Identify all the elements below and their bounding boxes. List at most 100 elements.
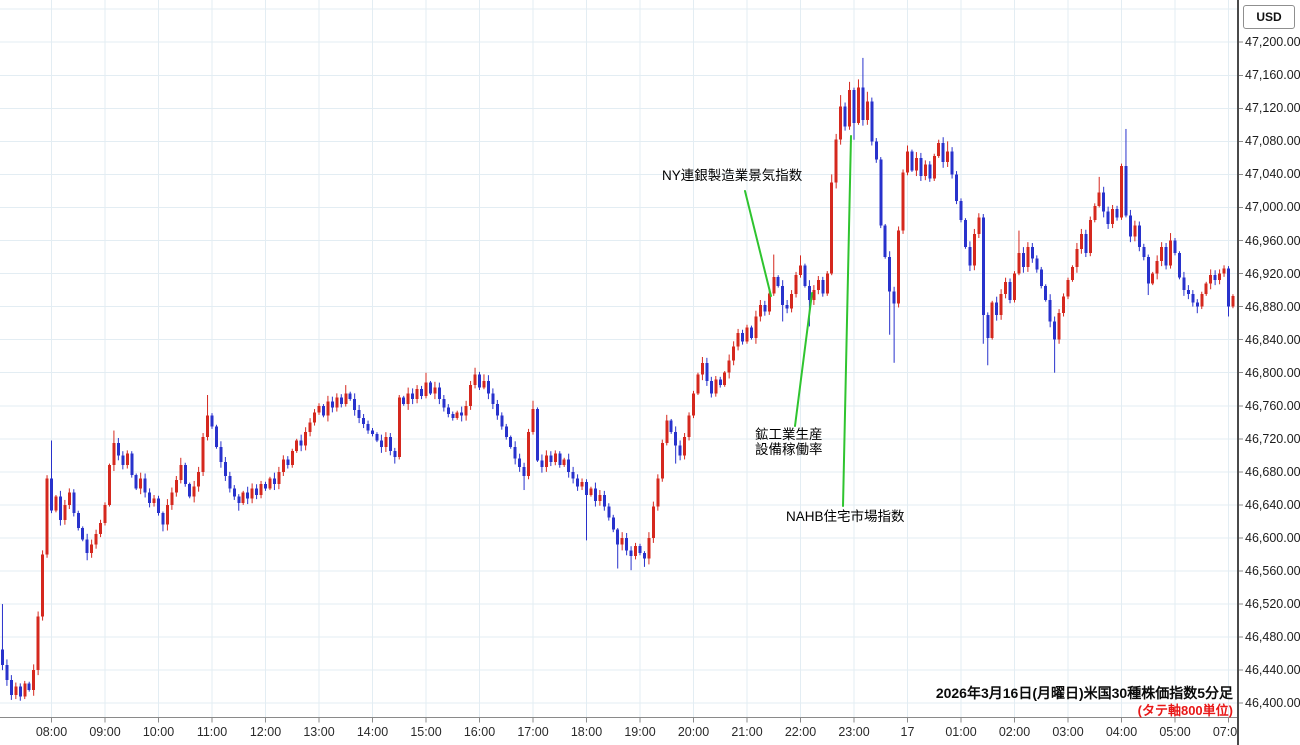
- candle-body: [1079, 233, 1083, 249]
- x-axis-label: 16:00: [463, 725, 496, 739]
- candle-body: [286, 459, 290, 466]
- candle-body: [888, 257, 892, 292]
- candle-body: [179, 465, 183, 481]
- candle-body: [192, 486, 196, 497]
- y-axis-label: 46,560.00: [1245, 564, 1300, 578]
- candle-body: [892, 291, 896, 304]
- candle-body: [460, 412, 464, 416]
- candle-body: [540, 460, 544, 467]
- candle-body: [906, 151, 909, 173]
- candle-body: [157, 498, 160, 514]
- candle-body: [1146, 257, 1150, 284]
- candle-body: [995, 302, 999, 315]
- candle-body: [580, 481, 584, 487]
- candle-body: [598, 494, 602, 501]
- candle-body: [1186, 290, 1190, 295]
- candle-body: [1097, 192, 1101, 206]
- candle-body: [134, 475, 138, 489]
- candle-body: [1169, 240, 1173, 266]
- candle-body: [357, 409, 361, 419]
- candle-body: [415, 389, 419, 400]
- candle-body: [553, 453, 557, 462]
- candle-body: [1057, 313, 1061, 340]
- candle-body: [1021, 252, 1025, 267]
- candle-body: [1128, 215, 1132, 237]
- candle-body: [642, 552, 646, 559]
- candle-body: [879, 159, 883, 226]
- candle-body: [509, 437, 513, 448]
- candle-body: [81, 528, 85, 540]
- candle-body: [527, 432, 531, 476]
- candle-body: [402, 397, 406, 405]
- y-axis-label: 47,040.00: [1245, 167, 1300, 182]
- candle-body: [130, 453, 134, 476]
- candle-body: [246, 492, 250, 499]
- candle-body: [1177, 252, 1181, 278]
- x-axis-label: 13:00: [303, 725, 335, 739]
- candle-body: [1030, 247, 1034, 259]
- candle-body: [1124, 166, 1128, 216]
- candle-body: [589, 488, 593, 495]
- candle-body: [607, 506, 611, 518]
- candle-body: [932, 156, 936, 179]
- candle-body: [228, 475, 232, 489]
- candle-body: [709, 380, 713, 394]
- candle-body: [1209, 275, 1213, 284]
- x-axis-label: 20:00: [677, 725, 710, 739]
- candle-body: [767, 293, 771, 312]
- candle-body: [683, 437, 687, 456]
- candle-body: [834, 139, 838, 183]
- x-axis-label: 08:00: [35, 725, 68, 739]
- y-axis-label: 46,960.00: [1245, 233, 1300, 248]
- y-axis-label: 46,680.00: [1245, 464, 1300, 479]
- candle-body: [259, 484, 263, 495]
- candle-body: [290, 451, 294, 466]
- candle-body: [656, 478, 660, 507]
- candle-body: [799, 265, 802, 276]
- candle-body: [923, 164, 927, 177]
- candle-body: [223, 461, 227, 476]
- currency-badge[interactable]: USD: [1243, 5, 1295, 29]
- candle-body: [344, 393, 348, 405]
- candle-body: [790, 294, 794, 309]
- candle-body: [816, 280, 820, 291]
- candle-body: [1053, 321, 1057, 340]
- candle-body: [1111, 209, 1115, 224]
- candle-body: [103, 504, 107, 524]
- candle-body: [116, 442, 120, 456]
- candle-body: [1204, 283, 1208, 295]
- candle-body: [397, 397, 401, 457]
- candle-body: [946, 151, 950, 163]
- candle-body: [674, 432, 678, 446]
- candle-body: [647, 537, 651, 559]
- candle-body: [277, 471, 281, 485]
- candle-body: [393, 451, 397, 457]
- candle-body: [371, 430, 374, 434]
- candle-body: [491, 393, 495, 405]
- candle-body: [326, 401, 330, 416]
- candle-body: [593, 488, 597, 501]
- candle-body: [1035, 258, 1039, 270]
- candle-body: [700, 362, 704, 375]
- candle-body: [629, 550, 633, 557]
- candle-body: [558, 453, 562, 466]
- candle-body: [692, 393, 695, 416]
- candle-body: [1195, 302, 1199, 307]
- candle-body: [727, 360, 731, 373]
- candle-body: [264, 484, 267, 489]
- candle-body: [718, 379, 722, 386]
- price-axis: 47,200.00 47,160.00 47,120.00 47,080.00 47,0…: [1240, 0, 1300, 745]
- candle-body: [723, 372, 727, 386]
- x-axis-label: 22:00: [784, 725, 817, 739]
- candle-body: [651, 506, 655, 538]
- candle-body: [634, 546, 638, 557]
- x-axis-label: 09:00: [89, 725, 121, 739]
- candle-body: [67, 492, 71, 505]
- candle-body: [411, 393, 415, 400]
- candle-body: [5, 665, 9, 681]
- candle-body: [241, 492, 245, 504]
- x-axis-label: 21:00: [731, 725, 763, 739]
- annotation-nahb-housing-market-index: NAHB住宅市場指数: [786, 509, 905, 524]
- candle-body: [36, 616, 40, 671]
